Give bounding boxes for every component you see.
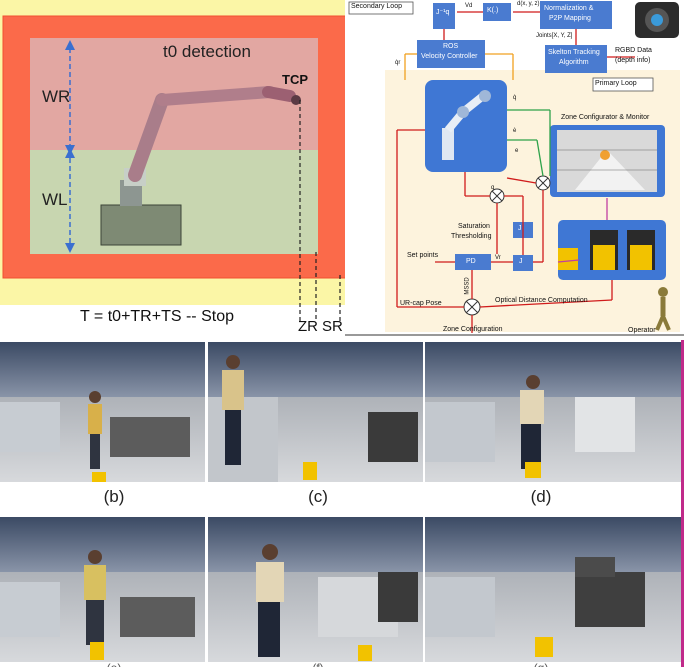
e-signal-label: e [515, 148, 519, 154]
ur-robot-block [425, 80, 507, 172]
edot-signal-label: ė [513, 128, 517, 134]
photo-c [208, 342, 423, 482]
j-block [513, 255, 533, 271]
zone-monitor-label: Zone Configurator & Monitor [561, 114, 650, 121]
vr-signal-label: Vr [495, 255, 501, 261]
q-signal-label: q [491, 185, 495, 191]
qdot-signal-label: q̇ [513, 95, 517, 101]
operator-figure [655, 287, 671, 331]
caption-f: (f) [298, 661, 338, 667]
photo-g [425, 517, 684, 662]
caption-c: (c) [308, 487, 328, 506]
zone-configuration-label: Zone Configuration [443, 326, 503, 333]
mssd-label: MSSD [464, 277, 471, 295]
control-architecture-diagram: Secondary Loop Primary Loop J⁻¹q K(.) Vd… [345, 0, 684, 340]
skeleton-tracking-block [545, 45, 607, 73]
wr-label: WR [42, 87, 71, 106]
k-label: K(.) [487, 7, 499, 14]
caption-g: (g) [521, 661, 561, 667]
saturation-label-2: Thresholding [451, 233, 492, 240]
stop-time-formula: T = t0+TR+TS -- Stop [80, 308, 234, 325]
setpoints-label: Set points [407, 252, 439, 259]
tcp-label: TCP [282, 72, 308, 87]
joints-label: Joints[X, Y, Z] [536, 33, 573, 39]
pd-label: PD [466, 258, 476, 265]
caption-d: (d) [530, 487, 552, 506]
normalization-block [540, 1, 612, 29]
photo-f [208, 517, 423, 662]
operator-label: Operator [628, 327, 656, 334]
rgbd-label-2: (depth info) [615, 57, 651, 64]
pd-block [455, 254, 491, 270]
rgbd-label-1: RGBD Data [615, 47, 652, 54]
gain-k-block [483, 3, 511, 21]
saturation-j-label: J [518, 225, 522, 232]
qr-signal-label: q̇r [395, 60, 401, 66]
zr-label: ZR [298, 318, 318, 335]
skeleton-label-2: Algorithm [559, 59, 589, 66]
sr-label: SR [322, 318, 343, 335]
skeleton-label-1: Skelton Tracking [548, 49, 600, 56]
photo-e [0, 517, 205, 662]
saturation-label-1: Saturation [458, 223, 490, 230]
secondary-loop-tag [348, 1, 414, 15]
wl-dimension-arrow [65, 148, 75, 253]
normalization-label-2: P2P Mapping [549, 15, 591, 22]
ur-robot-icon [442, 90, 491, 160]
photo-b [0, 342, 205, 482]
primary-loop-tag [592, 77, 654, 92]
ros-label-2: Velocity Controller [421, 53, 478, 60]
rgbd-camera-icon [635, 2, 679, 38]
urcap-pose-label: UR-cap Pose [400, 300, 442, 307]
vd-label: Vd [465, 3, 473, 9]
secondary-loop-label: Secondary Loop [351, 3, 402, 10]
j-label: J [519, 258, 523, 265]
caption-b: (b) [103, 487, 125, 506]
robot-arm-illustration [100, 86, 301, 246]
jacobian-inverse-block [433, 3, 455, 29]
jacobian-label: J⁻¹q [436, 9, 450, 16]
detection-title: t0 detection [163, 42, 251, 61]
optical-distance-label: Optical Distance Computation [495, 297, 588, 304]
wl-label: WL [42, 190, 68, 209]
page-edge-marker [681, 340, 684, 667]
zone-diagram-panel: t0 detection TCP WR WL T = t0+TR+TS -- S… [0, 0, 350, 338]
photo-d [425, 342, 684, 482]
ros-velocity-controller-block [417, 40, 485, 68]
caption-e: (e) [94, 661, 134, 667]
normalization-label-1: Normalization & [544, 5, 594, 12]
dxyz-label: d(x, y, z) [517, 1, 540, 7]
ros-label-1: ROS [443, 43, 459, 50]
primary-loop-label: Primary Loop [595, 80, 637, 87]
